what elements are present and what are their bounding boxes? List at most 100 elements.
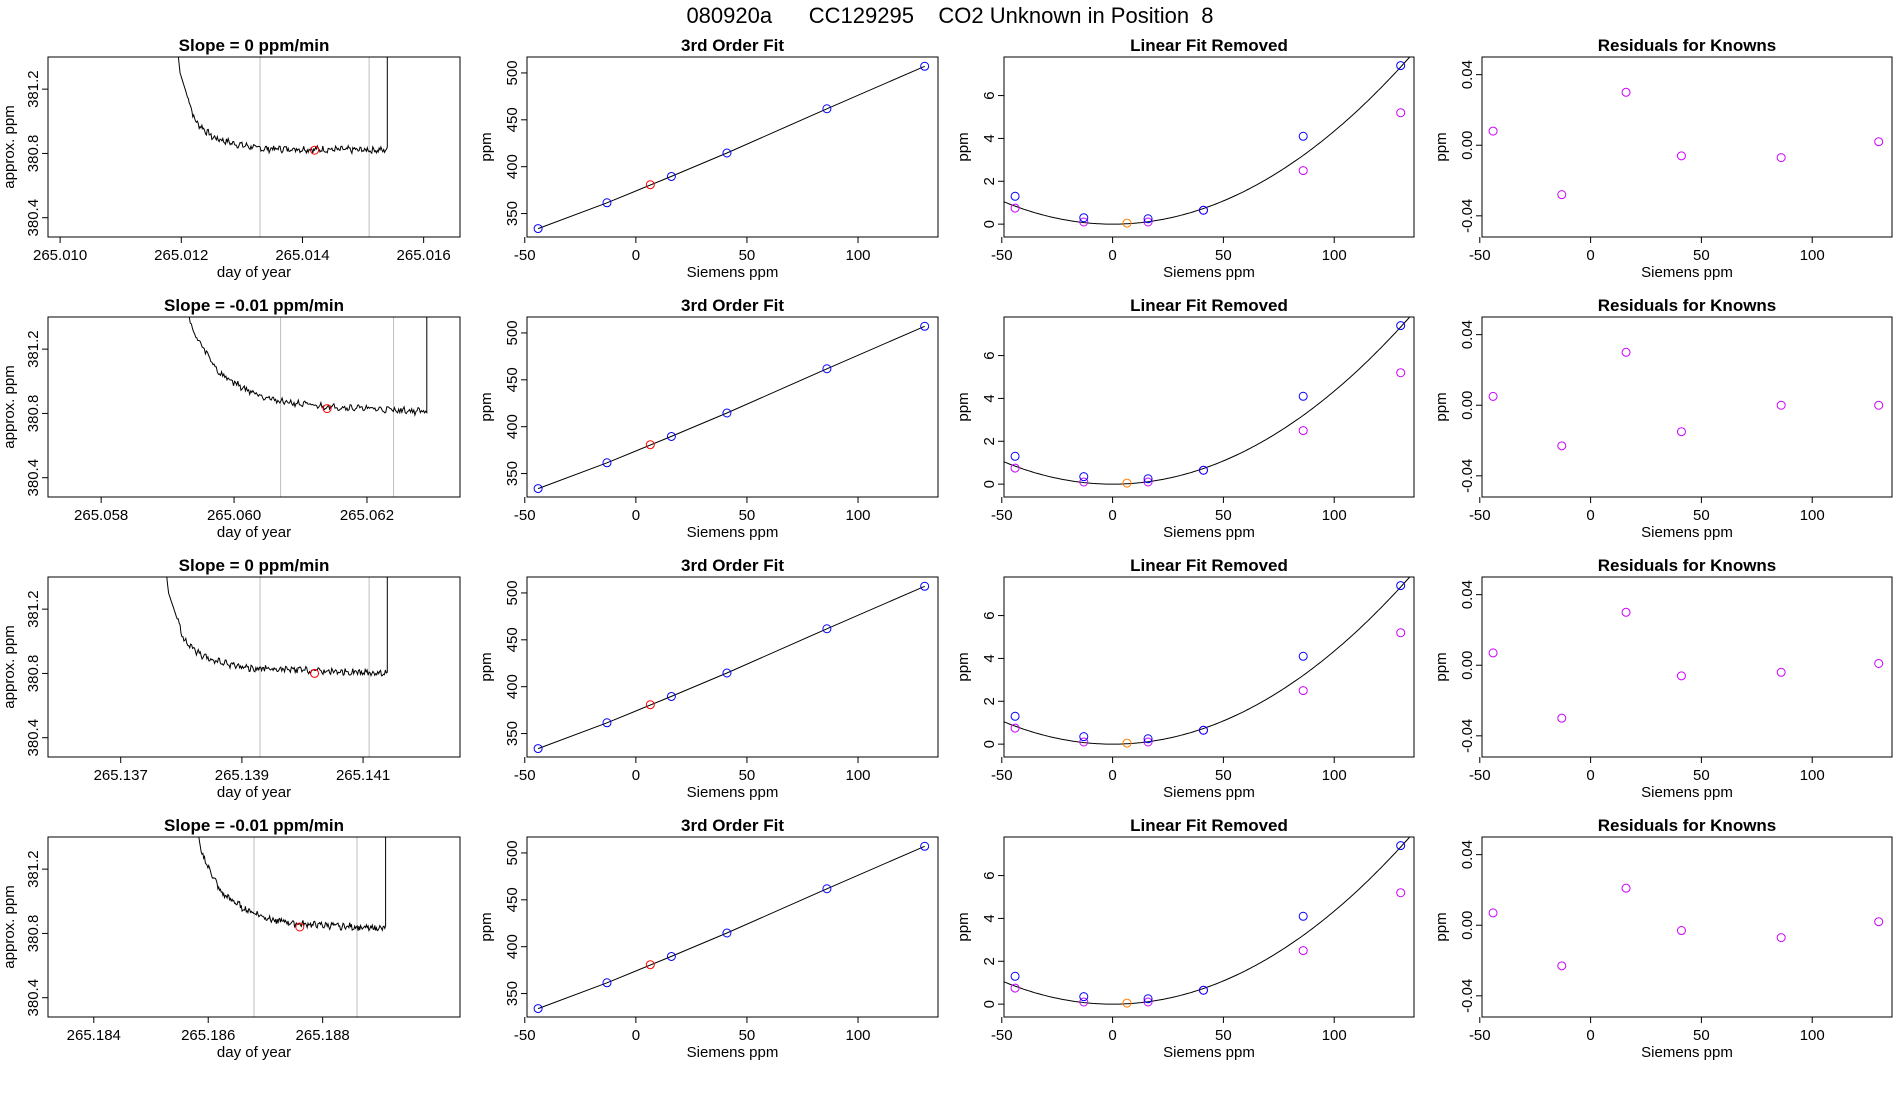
x-tick-label: -50: [991, 767, 1013, 784]
plot-area: [166, 577, 388, 757]
y-tick-label: 0.00: [1459, 391, 1476, 420]
y-tick-label: 400: [504, 674, 521, 699]
x-tick-label: 50: [1215, 247, 1232, 264]
alt-point: [1298, 946, 1308, 956]
x-tick-label: -50: [514, 247, 536, 264]
fit-panel-r1: 3rd Order Fit -50 0 50 100 350 400 450 500 Siemen…: [478, 296, 939, 541]
x-tick-label: 50: [1693, 767, 1710, 784]
y-tick-label: 0.04: [1459, 60, 1476, 89]
residuals-panel-r3: Residuals for Knowns -50 0 50 100 -0.04 0.00 0.…: [1433, 816, 1893, 1061]
known-point: [1396, 841, 1406, 851]
x-tick-label: -50: [514, 767, 536, 784]
known-point: [822, 884, 832, 894]
known-point: [1298, 911, 1308, 921]
x-tick-label: 100: [1800, 247, 1825, 264]
y-tick-label: 380.4: [25, 979, 42, 1017]
residuals-panel-r0: Residuals for Knowns -50 0 50 100 -0.04 0.00 0.…: [1433, 36, 1893, 281]
residual-point: [1621, 87, 1631, 97]
quadratic-curve: [1004, 57, 1411, 225]
plot-frame: [1481, 836, 1893, 1018]
x-tick-label: 100: [1800, 767, 1825, 784]
x-tick-label: 265.141: [336, 767, 390, 784]
known-point: [722, 928, 732, 938]
panel-title: 3rd Order Fit: [681, 816, 784, 835]
y-tick-label: 450: [504, 107, 521, 132]
plot-frame: [1003, 576, 1415, 758]
y-tick-label: 0: [981, 740, 998, 748]
x-tick-label: 0: [1586, 767, 1594, 784]
timeseries-panel-r3: Slope = -0.01 ppm/min 265.184 265.186 265.1…: [1, 816, 461, 1061]
panel-title: Linear Fit Removed: [1130, 816, 1288, 835]
x-tick-label: 100: [846, 767, 871, 784]
residuals-panel-r2: Residuals for Knowns -50 0 50 100 -0.04 0.00 0.…: [1433, 556, 1893, 801]
y-axis-label: ppm: [1433, 132, 1450, 161]
alt-point: [1010, 203, 1020, 213]
y-axis-label: ppm: [1433, 392, 1450, 421]
panel-title: Linear Fit Removed: [1130, 296, 1288, 315]
y-tick-label: -0.04: [1459, 459, 1476, 493]
alt-point: [1143, 997, 1153, 1007]
panel-title: Residuals for Knowns: [1598, 556, 1777, 575]
fit-panel-r3: 3rd Order Fit -50 0 50 100 350 400 450 500 Siemen…: [478, 816, 939, 1061]
y-tick-label: 380.8: [25, 395, 42, 433]
y-tick-label: 380.4: [25, 199, 42, 237]
sample-marker: [310, 145, 320, 155]
known-point: [666, 951, 676, 961]
residual-point: [1874, 400, 1884, 410]
fit-panel-r0: 3rd Order Fit -50 0 50 100 350 400 450 500 Siemen…: [478, 36, 939, 281]
unknown-point: [1122, 478, 1132, 488]
y-tick-label: 350: [504, 721, 521, 746]
plot-area: [198, 837, 387, 1017]
y-tick-label: 450: [504, 627, 521, 652]
plot-frame: [1003, 316, 1415, 498]
residual-point: [1488, 648, 1498, 658]
known-point: [1298, 651, 1308, 661]
plot-frame: [1481, 316, 1893, 498]
y-tick-label: 6: [981, 351, 998, 359]
known-point: [1298, 391, 1308, 401]
x-tick-label: 100: [846, 1027, 871, 1044]
y-tick-label: 450: [504, 887, 521, 912]
plot-area: [1004, 57, 1411, 228]
x-tick-label: -50: [991, 507, 1013, 524]
x-tick-label: -50: [1469, 507, 1491, 524]
y-axis-label: ppm: [478, 392, 495, 421]
y-tick-label: 381.2: [25, 330, 42, 368]
known-point: [602, 978, 612, 988]
y-tick-label: 0.04: [1459, 840, 1476, 869]
residual-point: [1557, 713, 1567, 723]
residual-point: [1676, 151, 1686, 161]
y-tick-label: 6: [981, 871, 998, 879]
x-tick-label: -50: [991, 247, 1013, 264]
plot-frame: [47, 56, 461, 238]
plot-area: [533, 841, 930, 1014]
linear_removed-panel-r1: Linear Fit Removed -50 0 50 100 0 2 4 6 Siemens p…: [955, 296, 1415, 541]
known-point: [1198, 985, 1208, 995]
known-point: [1198, 465, 1208, 475]
x-axis-label: Siemens ppm: [1163, 1044, 1255, 1061]
plot-area: [533, 61, 930, 234]
x-tick-label: 0: [1108, 247, 1116, 264]
y-tick-label: 381.2: [25, 70, 42, 108]
x-tick-label: 265.186: [181, 1027, 235, 1044]
page-title: 080920a CC129295 CO2 Unknown in Position…: [686, 3, 1214, 28]
alt-point: [1143, 217, 1153, 227]
known-point: [1198, 205, 1208, 215]
residuals-panel-r1: Residuals for Knowns -50 0 50 100 -0.04 0.00 0.…: [1433, 296, 1893, 541]
alt-point: [1298, 686, 1308, 696]
residual-point: [1557, 190, 1567, 200]
residual-point: [1776, 933, 1786, 943]
y-tick-label: 380.8: [25, 915, 42, 953]
unknown-point: [1122, 998, 1132, 1008]
plot-frame: [1003, 836, 1415, 1018]
x-tick-label: 265.012: [154, 247, 208, 264]
y-axis-label: approx. ppm: [1, 365, 18, 448]
y-tick-label: 500: [504, 840, 521, 865]
known-point: [1079, 732, 1089, 742]
known-point: [1079, 992, 1089, 1002]
x-axis-label: day of year: [217, 524, 291, 541]
plot-frame: [526, 576, 939, 758]
x-tick-label: 50: [1693, 1027, 1710, 1044]
plot-frame: [47, 836, 461, 1018]
x-tick-label: 0: [1108, 507, 1116, 524]
